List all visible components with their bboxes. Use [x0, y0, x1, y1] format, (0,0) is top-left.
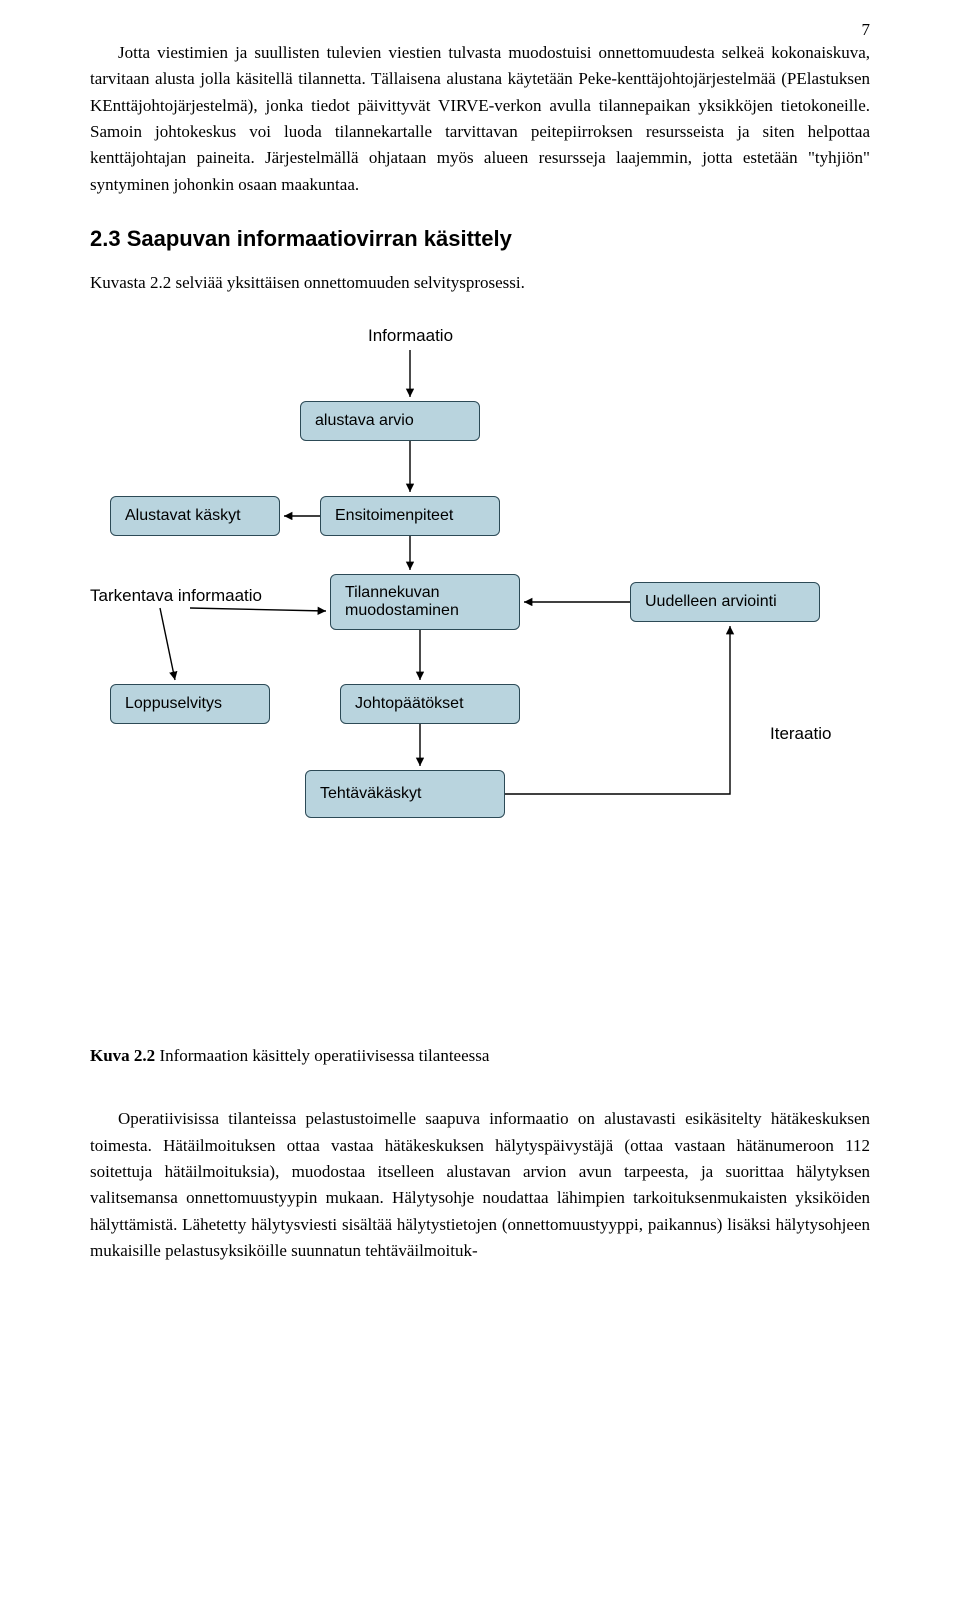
flow-node-tilannekuva: Tilannekuvan muodostaminen: [330, 574, 520, 630]
flow-node-ensitoimenpiteet: Ensitoimenpiteet: [320, 496, 500, 536]
paragraph-3: Operatiivisissa tilanteissa pelastustoim…: [90, 1106, 870, 1264]
flow-label-informaatio: Informaatio: [368, 326, 453, 346]
page-number: 7: [862, 20, 871, 40]
flow-arrows: [90, 326, 870, 1006]
paragraph-2: Kuvasta 2.2 selviää yksittäisen onnettom…: [90, 270, 870, 296]
flow-node-loppuselvitys: Loppuselvitys: [110, 684, 270, 724]
flow-label-iteraatio: Iteraatio: [770, 724, 831, 744]
flow-node-johtopaatokset: Johtopäätökset: [340, 684, 520, 724]
flow-node-tehtavakaskyt: Tehtäväkäskyt: [305, 770, 505, 818]
flow-node-uudelleen: Uudelleen arviointi: [630, 582, 820, 622]
flowchart: Informaatio alustava arvio Alustavat käs…: [90, 326, 870, 1006]
paragraph-1: Jotta viestimien ja suullisten tulevien …: [90, 40, 870, 198]
figure-caption-bold: Kuva 2.2: [90, 1046, 155, 1065]
flow-node-alustava-arvio: alustava arvio: [300, 401, 480, 441]
figure-caption-text: Informaation käsittely operatiivisessa t…: [155, 1046, 489, 1065]
flow-label-tarkentava: Tarkentava informaatio: [90, 586, 262, 606]
section-heading: 2.3 Saapuvan informaatiovirran käsittely: [90, 226, 870, 252]
flow-node-alustavat-kaskyt: Alustavat käskyt: [110, 496, 280, 536]
figure-caption: Kuva 2.2 Informaation käsittely operatii…: [90, 1046, 870, 1066]
